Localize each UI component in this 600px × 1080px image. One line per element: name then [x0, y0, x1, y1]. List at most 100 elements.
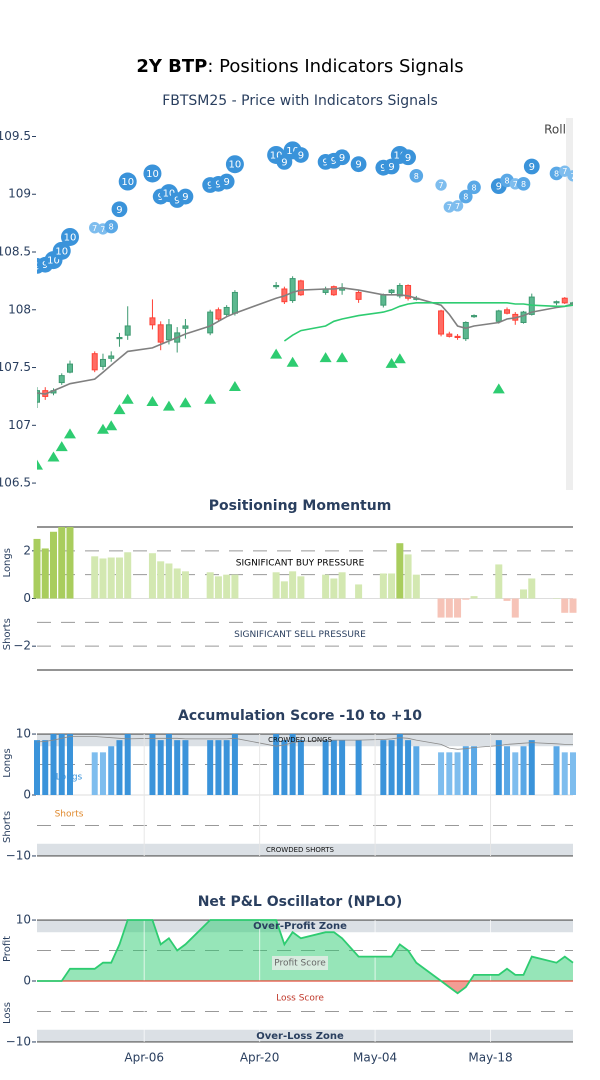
bar — [182, 740, 189, 795]
y-axis-title: Profit — [2, 936, 13, 962]
bubble-label: 10 — [393, 150, 406, 161]
bar — [338, 572, 346, 599]
signal-bubble — [60, 227, 79, 246]
y-tick-label: 2 — [23, 543, 31, 557]
signal-bubble — [451, 200, 464, 212]
bar — [165, 563, 173, 599]
bar — [206, 572, 214, 599]
bubble-label: 10 — [146, 169, 159, 180]
bubble-label: 9 — [281, 157, 287, 168]
zone-label: Over-Loss Zone — [256, 1031, 344, 1042]
bubble-label: 7 — [100, 225, 105, 234]
panel-title: Net P&L Oscillator (NPLO) — [198, 894, 403, 910]
candle-body — [495, 310, 502, 322]
y-tick-label: 108 — [8, 302, 31, 316]
bubble-label: 10 — [163, 189, 176, 200]
signal-bubble — [52, 241, 71, 260]
bar — [330, 740, 337, 795]
bubble-label: 8 — [414, 172, 419, 181]
bar — [66, 527, 74, 599]
bar — [115, 557, 123, 599]
bar — [528, 740, 535, 795]
bar — [34, 740, 40, 795]
bubble-label: 10 — [270, 150, 283, 161]
bar — [339, 740, 346, 795]
candle-body — [231, 291, 238, 314]
signal-bubble — [218, 173, 235, 190]
bar — [561, 752, 568, 795]
zone — [37, 843, 573, 856]
x-tick-label: Apr-20 — [240, 1051, 280, 1065]
bar — [569, 598, 577, 613]
bubble-label: 9 — [215, 179, 221, 190]
bar — [462, 746, 469, 795]
y-axis-title: Shorts — [2, 618, 13, 650]
signal-triangle — [146, 396, 159, 407]
bar — [231, 574, 239, 599]
candle-body — [37, 390, 40, 403]
bar — [273, 734, 280, 795]
signal-triangle — [336, 352, 349, 363]
bar — [388, 573, 396, 599]
bar — [181, 571, 189, 599]
signal-bubble — [111, 201, 128, 218]
signal-bubble — [334, 149, 351, 166]
signal-bubble — [467, 180, 481, 195]
zone-label: Over-Profit Zone — [253, 921, 347, 932]
zone-label: CROWDED SHORTS — [266, 846, 334, 854]
annotation: Shorts — [55, 810, 84, 820]
bubble-label: 10 — [229, 160, 242, 171]
signal-triangle — [319, 352, 332, 363]
candle-body — [165, 324, 172, 341]
signal-bubble — [523, 158, 540, 175]
bar — [41, 548, 49, 599]
bubble-label: 10 — [47, 256, 60, 267]
bar — [49, 531, 57, 599]
bubble-label: 8 — [554, 169, 559, 178]
candle-body — [66, 363, 73, 373]
bar — [380, 740, 387, 795]
bar — [42, 740, 49, 795]
bar — [445, 598, 453, 618]
candle-body — [215, 309, 222, 320]
signal-triangle — [492, 383, 505, 394]
annotation: Roll — [544, 123, 566, 137]
bar — [174, 740, 181, 795]
candle-body — [520, 311, 527, 323]
bubble-label: 9 — [355, 160, 361, 171]
y-tick-label: −2 — [13, 639, 31, 653]
roll-band — [566, 118, 573, 490]
candle-body — [355, 291, 362, 300]
bar — [470, 596, 478, 599]
bubble-label: 9 — [339, 153, 345, 164]
bar — [289, 571, 297, 599]
bubble-label: 7 — [513, 180, 518, 189]
y-tick-label: 107.5 — [0, 360, 31, 374]
panel-title: Accumulation Score -10 to +10 — [178, 708, 422, 724]
y-tick-label: 10 — [16, 913, 31, 927]
bubble-label: 7 — [447, 203, 452, 212]
bubble-label: 8 — [504, 176, 509, 185]
bubble-label: 7 — [439, 181, 444, 190]
y-tick-label: 0 — [23, 591, 31, 605]
y-tick-label: 107 — [8, 418, 31, 432]
candle-body — [561, 297, 568, 304]
bar — [289, 734, 296, 795]
signal-bubble — [409, 168, 424, 183]
signal-triangle — [121, 393, 134, 404]
x-tick-label: Apr-06 — [124, 1051, 164, 1065]
candle-body — [207, 311, 214, 334]
signal-bubble — [118, 172, 137, 191]
line — [37, 286, 573, 395]
candle-body — [182, 325, 189, 329]
y-tick-label: 0 — [23, 974, 31, 988]
bubble-label: 10 — [64, 232, 77, 243]
signal-triangle — [96, 423, 109, 434]
bar — [124, 734, 131, 795]
bar — [504, 746, 511, 795]
candle-body — [149, 317, 156, 326]
y-tick-label: 108.5 — [0, 245, 31, 259]
bar — [108, 746, 115, 795]
bar — [413, 746, 420, 795]
bubble-label: 9 — [529, 162, 535, 173]
